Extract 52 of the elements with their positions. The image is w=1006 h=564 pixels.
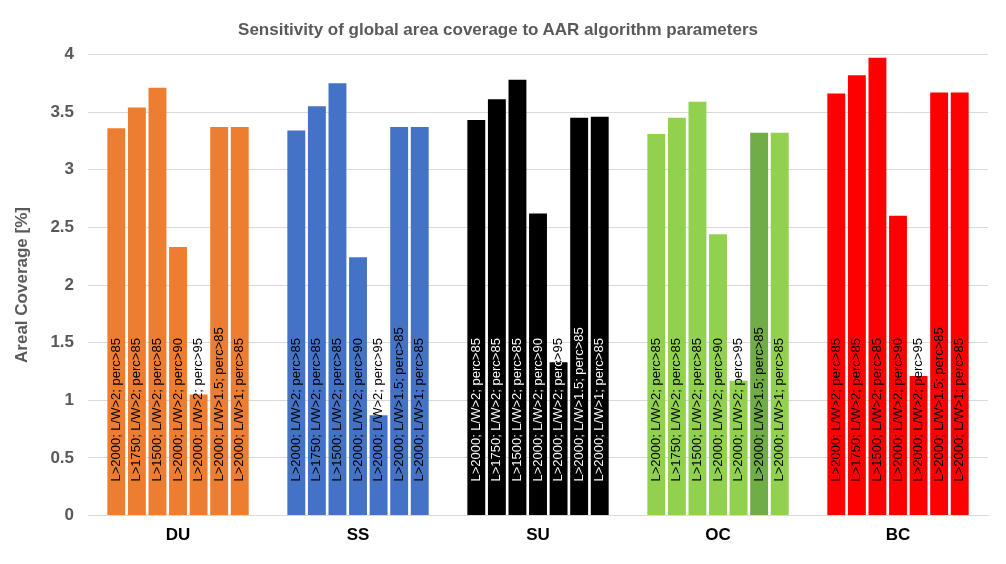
text: L>2000; L/W>2; perc>85 bbox=[287, 338, 303, 482]
text: L>1500; L/W>2; perc>85 bbox=[329, 338, 345, 482]
text: L>2000; L/W>2; perc>85 bbox=[827, 338, 843, 482]
text: L>2000; L/W>2; perc>90 bbox=[169, 338, 185, 482]
y-tick-label: 0 bbox=[64, 505, 75, 525]
y-tick-label: 3.5 bbox=[50, 101, 75, 121]
text: L>2000; L/W>1.5; perc>85 bbox=[210, 327, 226, 482]
text: L>2000; L/W>1; perc>85 bbox=[951, 338, 967, 482]
text: L>2000; L/W>2; perc>95 bbox=[730, 338, 746, 482]
text: L>2000; L/W>2; perc>85 bbox=[107, 338, 123, 482]
series-label: L>2000; L/W>1.5; perc>85 bbox=[390, 327, 406, 482]
text: L>1750; L/W>2; perc>85 bbox=[308, 338, 324, 482]
series-label: L>1500; L/W>2; perc>85 bbox=[509, 338, 525, 482]
text: L>2000; L/W>1.5; perc>85 bbox=[930, 327, 946, 482]
x-tick-label: BC bbox=[885, 525, 911, 545]
text: L>2000; L/W>2; perc>90 bbox=[709, 338, 725, 482]
x-tick-label: SS bbox=[346, 525, 370, 545]
text: L>2000; L/W>2; perc>95 bbox=[190, 338, 206, 482]
x-tick-label: SU bbox=[526, 525, 550, 545]
y-tick-label: 2 bbox=[64, 274, 75, 294]
text: L>2000; L/W>2; perc>90 bbox=[889, 338, 905, 482]
text: L>2000; L/W>2; perc>95 bbox=[910, 338, 926, 482]
text: L>2000; L/W>1; perc>85 bbox=[231, 338, 247, 482]
text: L>1500; L/W>2; perc>85 bbox=[689, 338, 705, 482]
text: L>2000; L/W>1; perc>85 bbox=[591, 338, 607, 482]
text: L>2000; L/W>1.5; perc>85 bbox=[750, 327, 766, 482]
text: L>2000; L/W>1.5; perc>85 bbox=[570, 327, 586, 482]
y-tick-label: 1 bbox=[64, 389, 75, 409]
y-tick-label: 4 bbox=[64, 44, 75, 64]
y-tick-label: 1.5 bbox=[50, 332, 75, 352]
chart-title: Sensitivity of global area coverage to AAR algorithm parameters bbox=[238, 19, 758, 39]
y-tick-label: 2.5 bbox=[50, 217, 75, 237]
y-axis-title: Areal Coverage [%] bbox=[11, 207, 31, 363]
text: L>1750; L/W>2; perc>85 bbox=[128, 338, 144, 482]
text: L>1750; L/W>2; perc>85 bbox=[848, 338, 864, 482]
series-label: L>1750; L/W>2; perc>85 bbox=[488, 338, 504, 482]
text: L>2000; L/W>2; perc>90 bbox=[349, 338, 365, 482]
x-tick-label: OC bbox=[705, 525, 731, 545]
y-tick-label: 3 bbox=[64, 159, 75, 179]
series-label: L>2000; L/W>2; perc>95 bbox=[550, 338, 566, 482]
text: L>2000; L/W>2; perc>95 bbox=[370, 338, 386, 482]
series-label: L>2000; L/W>2; perc>85 bbox=[467, 338, 483, 482]
text: L>1500; L/W>2; perc>85 bbox=[869, 338, 885, 482]
text: L>2000; L/W>1; perc>85 bbox=[771, 338, 787, 482]
bar bbox=[750, 132, 769, 516]
series-label: L>2000; L/W>2; perc>90 bbox=[529, 338, 545, 482]
text: L>1500; L/W>2; perc>85 bbox=[149, 338, 165, 482]
series-label: L>2000; L/W>1; perc>85 bbox=[411, 338, 427, 482]
text: L>2000; L/W>2; perc>85 bbox=[647, 338, 663, 482]
text: L>1750; L/W>2; perc>85 bbox=[668, 338, 684, 482]
x-tick-label: DU bbox=[165, 525, 191, 545]
y-tick-label: 0.5 bbox=[50, 447, 75, 467]
